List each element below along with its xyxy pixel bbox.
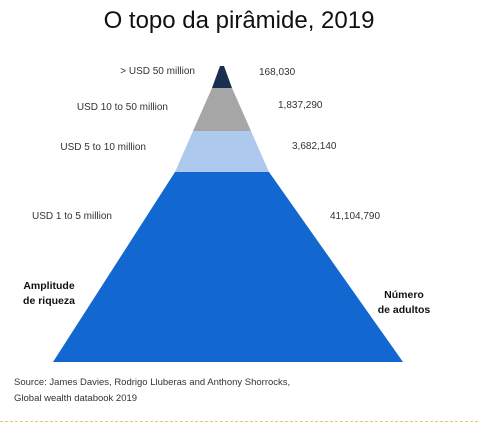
left-axis-label-line2: de riqueza: [23, 295, 75, 307]
tier-1-category: USD 10 to 50 million: [76, 102, 168, 113]
tier-0-band: [212, 66, 232, 88]
tier-2-value: 3,682,140: [292, 141, 337, 152]
source-note: Source: James Davies, Rodrigo Lluberas a…: [14, 375, 290, 407]
tier-0-category: > USD 50 million: [120, 66, 195, 77]
left-axis-label: Amplitude de riqueza: [14, 279, 84, 309]
bottom-divider: [0, 421, 478, 423]
source-line-2: Global wealth databook 2019: [14, 393, 138, 404]
tier-0-value: 168,030: [259, 67, 296, 78]
right-axis-label: Número de adultos: [368, 288, 440, 318]
tier-2-band: [175, 131, 269, 172]
chart-title: O topo da pirâmide, 2019: [103, 7, 375, 34]
tier-1-band: [193, 88, 251, 131]
tier-3-category: USD 1 to 5 million: [31, 211, 112, 222]
tier-1-value: 1,837,290: [278, 100, 323, 111]
source-line-1: Source: James Davies, Rodrigo Lluberas a…: [14, 377, 291, 388]
right-axis-label-line1: Número: [384, 289, 424, 301]
tier-3-band: [53, 172, 403, 362]
left-axis-label-line1: Amplitude: [23, 280, 75, 292]
tier-2-category: USD 5 to 10 million: [60, 142, 146, 153]
right-axis-label-line2: de adultos: [377, 304, 431, 316]
tier-3-value: 41,104,790: [330, 211, 381, 222]
